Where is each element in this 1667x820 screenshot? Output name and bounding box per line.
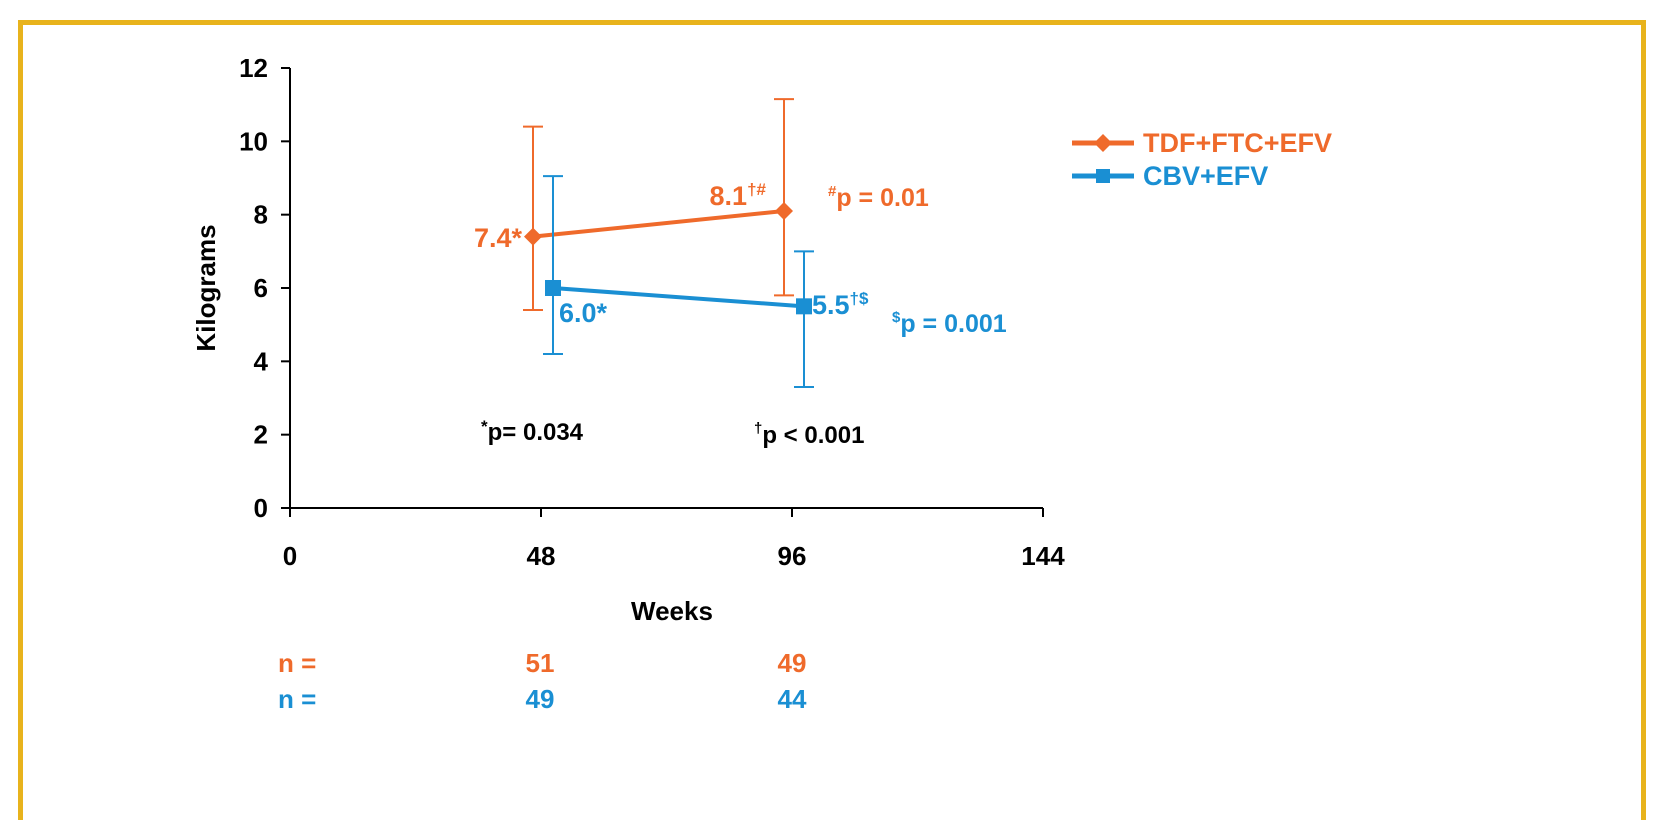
p-value-48-sup: * — [481, 417, 488, 436]
data-point-blue — [545, 280, 561, 296]
x-tick-label: 96 — [778, 541, 807, 571]
n-value-blue-96: 44 — [778, 684, 807, 714]
y-tick-label: 4 — [254, 346, 269, 376]
legend-orange-label: TDF+FTC+EFV — [1143, 128, 1332, 158]
x-tick-label: 144 — [1021, 541, 1065, 571]
p-value-blue: $p = 0.001 — [892, 309, 1007, 338]
p-value-96-text: p < 0.001 — [762, 422, 864, 449]
n-label-orange: n = — [278, 648, 316, 678]
y-tick-label: 10 — [239, 126, 268, 156]
n-value-blue-48: 49 — [526, 684, 555, 714]
n-value-orange-96: 49 — [778, 648, 807, 678]
series-line-orange — [532, 209, 785, 239]
legend-blue-label: CBV+EFV — [1143, 161, 1268, 191]
data-point-orange — [524, 227, 542, 246]
label-orange-96-value: 8.1 — [710, 181, 748, 211]
p-value-orange-sup: # — [828, 183, 837, 200]
label-orange-48: 7.4* — [474, 223, 523, 253]
p-value-96-sup: † — [754, 420, 762, 437]
label-blue-96: 5.5†$ — [812, 289, 869, 320]
series-line-blue — [552, 286, 805, 309]
label-blue-48: 6.0* — [559, 298, 608, 328]
y-tick-label: 12 — [239, 53, 268, 83]
y-tick-label: 8 — [254, 200, 268, 230]
legend: TDF+FTC+EFV CBV+EFV — [1072, 128, 1332, 191]
y-tick-label: 0 — [254, 493, 268, 523]
n-label-blue: n = — [278, 684, 316, 714]
p-value-orange-text: p = 0.01 — [836, 184, 929, 212]
label-orange-96-sup: †# — [747, 180, 766, 199]
p-value-48: *p= 0.034 — [481, 417, 584, 446]
label-orange-96: 8.1†# — [710, 180, 767, 211]
y-axis-label: Kilograms — [191, 224, 221, 351]
x-tick-label: 48 — [527, 541, 556, 571]
x-ticks: 0 48 96 144 — [283, 508, 1065, 571]
y-ticks: 0 2 4 6 8 10 12 — [239, 53, 290, 523]
y-tick-label: 2 — [254, 420, 268, 450]
n-value-orange-48: 51 — [526, 648, 555, 678]
y-tick-label: 6 — [254, 273, 268, 303]
data-point-orange — [775, 202, 793, 220]
p-value-blue-sup: $ — [892, 309, 901, 326]
plot-area — [523, 98, 814, 388]
data-point-blue — [796, 298, 812, 315]
legend-blue-marker — [1096, 169, 1110, 183]
x-tick-label: 0 — [283, 541, 297, 571]
p-value-96: †p < 0.001 — [754, 420, 864, 449]
p-value-blue-text: p = 0.001 — [900, 310, 1006, 338]
label-blue-96-sup: †$ — [850, 289, 869, 308]
x-axis-label: Weeks — [631, 596, 713, 626]
p-value-orange: #p = 0.01 — [828, 183, 929, 212]
label-blue-96-value: 5.5 — [812, 290, 850, 320]
legend-orange-marker — [1094, 134, 1112, 152]
p-value-48-text: p= 0.034 — [488, 419, 584, 446]
